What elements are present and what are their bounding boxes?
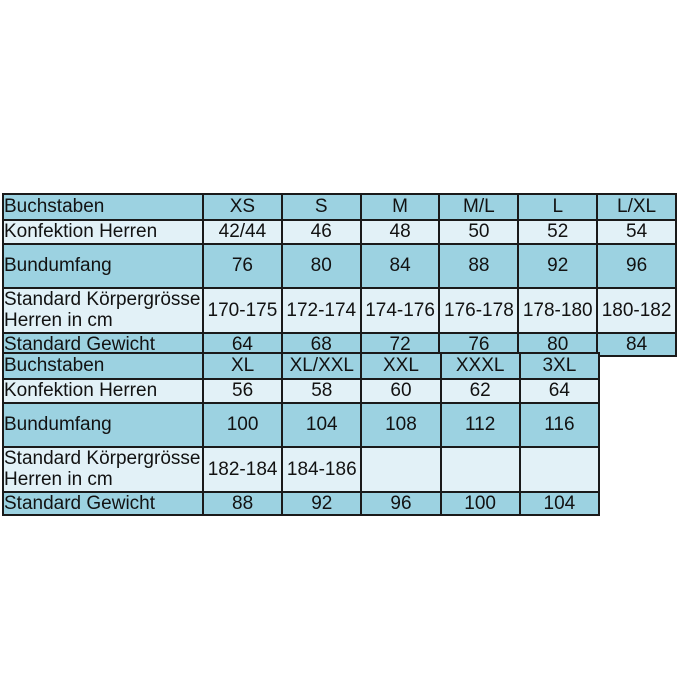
table-row: Konfektion Herren 56 58 60 62 64 bbox=[2, 378, 601, 404]
cell-value bbox=[439, 446, 521, 493]
table-row: Bundumfang 76 80 84 88 92 96 bbox=[2, 243, 677, 289]
table-row: Konfektion Herren 42/44 46 48 50 52 54 bbox=[2, 219, 677, 245]
cell-value: 96 bbox=[596, 243, 677, 289]
cell-value: 100 bbox=[439, 490, 521, 516]
cell-value: 80 bbox=[280, 243, 362, 289]
cell-value: 108 bbox=[360, 402, 442, 448]
corner-header-label: Buchstaben bbox=[2, 193, 204, 221]
cell-value: 182-184 bbox=[201, 446, 284, 493]
column-header: XL bbox=[201, 352, 284, 380]
cell-value: 54 bbox=[596, 219, 677, 245]
column-header: L bbox=[517, 193, 599, 221]
cell-value: 60 bbox=[360, 378, 442, 404]
cell-value bbox=[360, 446, 442, 493]
row-label: Standard Gewicht bbox=[2, 331, 204, 357]
table-row: Standard Körpergrösse Herren in cm 170-17… bbox=[2, 287, 677, 334]
column-header: XL/XXL bbox=[281, 352, 363, 380]
cell-value: 112 bbox=[439, 402, 521, 448]
cell-value: 62 bbox=[439, 378, 521, 404]
row-label: Bundumfang bbox=[2, 402, 204, 448]
cell-value: 96 bbox=[360, 490, 442, 516]
cell-value: 172-174 bbox=[280, 287, 362, 334]
cell-value: 100 bbox=[201, 402, 284, 448]
cell-value: 52 bbox=[517, 219, 599, 245]
cell-value: 88 bbox=[201, 490, 284, 516]
cell-value: 184-186 bbox=[281, 446, 363, 493]
cell-value: 92 bbox=[517, 243, 599, 289]
row-label: Standard Körpergrösse Herren in cm bbox=[2, 287, 204, 334]
cell-value: 116 bbox=[518, 402, 601, 448]
cell-value: 56 bbox=[201, 378, 284, 404]
row-label: Standard Körpergrösse Herren in cm bbox=[2, 446, 204, 493]
cell-value: 46 bbox=[280, 219, 362, 245]
cell-value: 170-175 bbox=[202, 287, 283, 334]
cell-value: 180-182 bbox=[596, 287, 677, 334]
row-label: Konfektion Herren bbox=[2, 219, 204, 245]
cell-value: 50 bbox=[438, 219, 520, 245]
cell-value: 174-176 bbox=[359, 287, 441, 334]
corner-header-label: Buchstaben bbox=[2, 352, 204, 380]
header-row: Buchstaben XL XL/XXL XXL XXXL 3XL bbox=[2, 352, 601, 380]
row-label: Standard Gewicht bbox=[2, 490, 204, 516]
cell-value: 88 bbox=[438, 243, 520, 289]
cell-value: 64 bbox=[518, 378, 601, 404]
cell-value: 104 bbox=[518, 490, 601, 516]
cell-value: 178-180 bbox=[517, 287, 599, 334]
cell-value: 42/44 bbox=[202, 219, 283, 245]
column-header: S bbox=[280, 193, 362, 221]
row-label: Konfektion Herren bbox=[2, 378, 204, 404]
cell-value: 58 bbox=[281, 378, 363, 404]
size-table-lower: Buchstaben XL XL/XXL XXL XXXL 3XL Konfektion H… bbox=[2, 352, 601, 516]
cell-value: 84 bbox=[596, 331, 677, 357]
header-row: Buchstaben XS S M M/L L L/XL bbox=[2, 193, 677, 221]
table-row: Standard Körpergrösse Herren in cm 182-18… bbox=[2, 446, 601, 493]
table-row: Standard Gewicht 88 92 96 100 104 bbox=[2, 490, 601, 516]
column-header: XXXL bbox=[439, 352, 521, 380]
cell-value bbox=[518, 446, 601, 493]
cell-value: 76 bbox=[202, 243, 283, 289]
size-table-upper: Buchstaben XS S M M/L L L/XL Konfektion Herren 4… bbox=[2, 193, 677, 357]
cell-value: 48 bbox=[359, 219, 441, 245]
cell-value: 84 bbox=[359, 243, 441, 289]
table-row: Bundumfang 100 104 108 112 116 bbox=[2, 402, 601, 448]
row-label: Bundumfang bbox=[2, 243, 204, 289]
column-header: XS bbox=[202, 193, 283, 221]
cell-value: 104 bbox=[281, 402, 363, 448]
column-header: M/L bbox=[438, 193, 520, 221]
cell-value: 92 bbox=[281, 490, 363, 516]
column-header: XXL bbox=[360, 352, 442, 380]
cell-value: 176-178 bbox=[438, 287, 520, 334]
column-header: M bbox=[359, 193, 441, 221]
column-header: L/XL bbox=[596, 193, 677, 221]
column-header: 3XL bbox=[518, 352, 601, 380]
